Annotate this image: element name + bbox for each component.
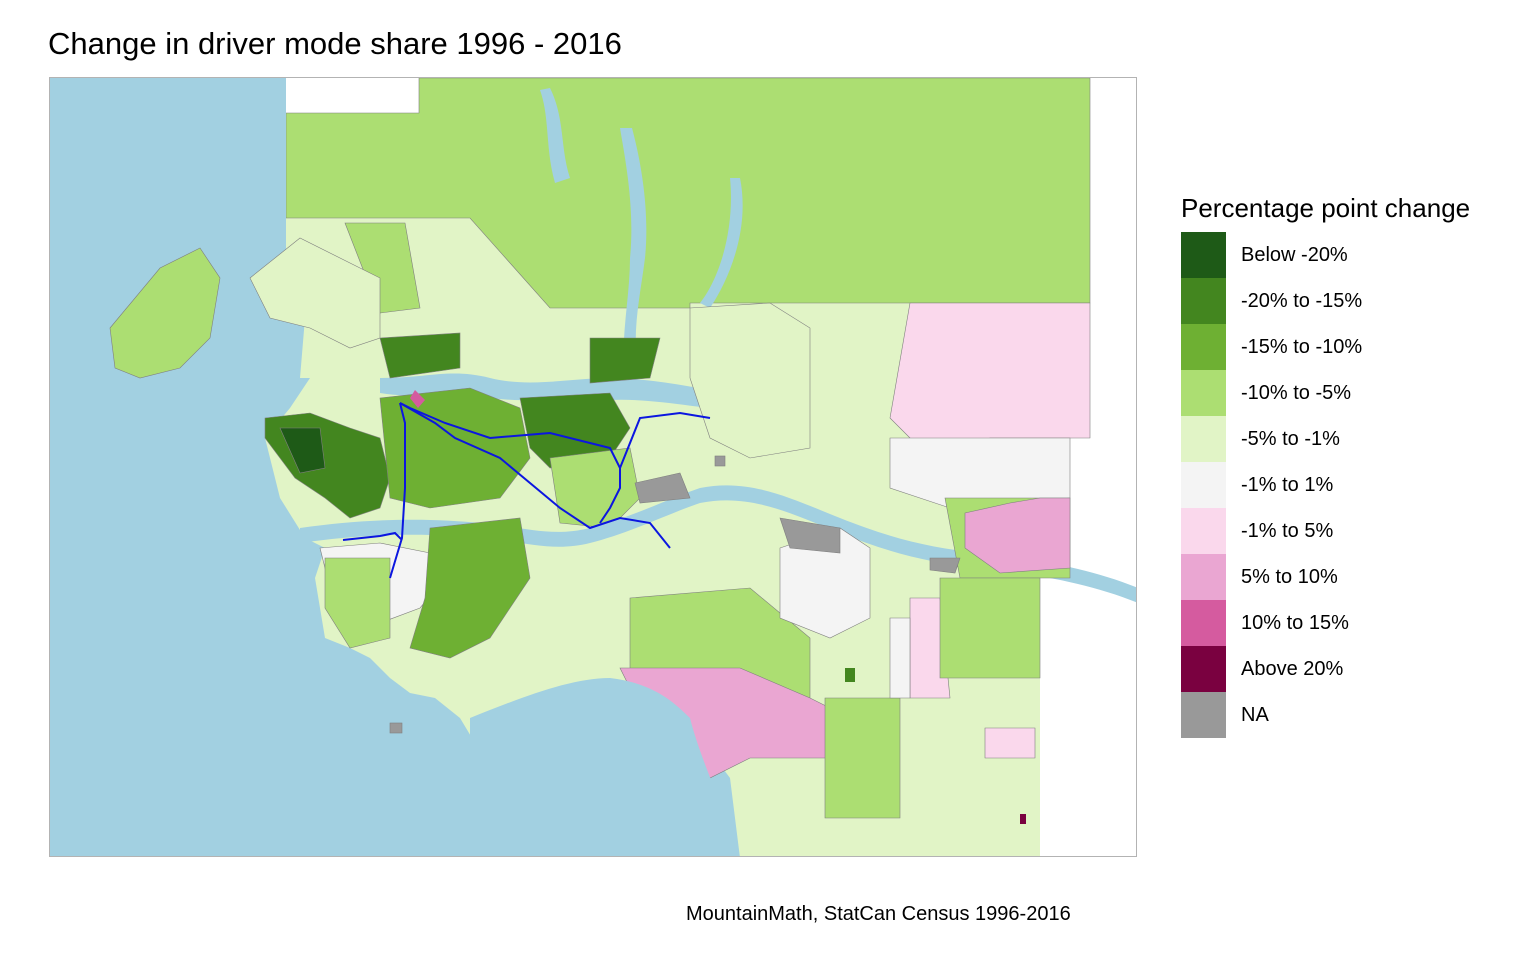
water-pitt-lake bbox=[700, 178, 743, 308]
choropleth-map bbox=[50, 78, 1136, 856]
legend-swatch bbox=[1181, 554, 1226, 600]
region-coquitlam bbox=[689, 302, 811, 459]
region-deep-cove bbox=[589, 337, 661, 384]
region-langley-green bbox=[824, 697, 901, 819]
legend-swatch bbox=[1181, 462, 1226, 508]
legend-label: Below -20% bbox=[1241, 243, 1348, 266]
legend-label: -10% to -5% bbox=[1241, 381, 1352, 404]
region-aldergrove-pink bbox=[984, 727, 1036, 759]
legend-item: 5% to 10% bbox=[1181, 554, 1470, 600]
water-indian-arm bbox=[620, 128, 647, 378]
legend-swatch bbox=[1181, 370, 1226, 416]
legend-swatch bbox=[1181, 646, 1226, 692]
legend-item: -1% to 5% bbox=[1181, 508, 1470, 554]
legend-item: Above 20% bbox=[1181, 646, 1470, 692]
north-shore-region bbox=[285, 78, 1091, 309]
canada-line bbox=[389, 402, 406, 579]
region-small-green bbox=[845, 668, 855, 682]
legend-item: -1% to 1% bbox=[1181, 462, 1470, 508]
legend-swatch bbox=[1181, 508, 1226, 554]
legend-label: -1% to 1% bbox=[1241, 473, 1334, 496]
bowen-island bbox=[109, 247, 221, 379]
legend-rows: Below -20% -20% to -15% -15% to -10% -10% t… bbox=[1181, 232, 1470, 738]
region-point-grey bbox=[279, 427, 326, 474]
map-title: Change in driver mode share 1996 - 2016 bbox=[48, 26, 622, 61]
evergreen-line bbox=[619, 411, 711, 469]
legend-label: 10% to 15% bbox=[1241, 611, 1349, 634]
legend-label: -1% to 5% bbox=[1241, 519, 1334, 542]
legend-swatch bbox=[1181, 278, 1226, 324]
region-richmond bbox=[409, 517, 531, 659]
legend-label: Above 20% bbox=[1241, 657, 1344, 680]
legend-item: 10% to 15% bbox=[1181, 600, 1470, 646]
region-north-van bbox=[379, 332, 461, 379]
legend-item: -10% to -5% bbox=[1181, 370, 1470, 416]
skytrain-lines bbox=[342, 402, 711, 579]
region-vancouver-east bbox=[379, 387, 531, 509]
legend-label: -20% to -15% bbox=[1241, 289, 1363, 312]
legend-swatch bbox=[1181, 232, 1226, 278]
water-north-lake bbox=[540, 88, 570, 183]
water-boundary-bay bbox=[470, 678, 740, 856]
region-10-15 bbox=[410, 390, 425, 408]
legend-swatch bbox=[1181, 324, 1226, 370]
legend-label: -15% to -10% bbox=[1241, 335, 1363, 358]
legend-item: -15% to -10% bbox=[1181, 324, 1470, 370]
legend-label: 5% to 10% bbox=[1241, 565, 1338, 588]
na-area-4 bbox=[389, 722, 403, 734]
region-maple-ridge-pink bbox=[964, 497, 1071, 574]
legend-item: -5% to -1% bbox=[1181, 416, 1470, 462]
region-burnaby-south bbox=[549, 447, 641, 529]
na-area-1 bbox=[634, 472, 691, 504]
millennium-line bbox=[399, 402, 621, 524]
region-langley-white bbox=[889, 617, 911, 699]
above-20-area bbox=[1020, 814, 1026, 824]
region-langley-east bbox=[939, 577, 1041, 679]
water-strait-georgia bbox=[50, 378, 740, 856]
no-data-land-north bbox=[274, 78, 419, 113]
legend-item: NA bbox=[1181, 692, 1470, 738]
legend-swatch bbox=[1181, 600, 1226, 646]
no-data-land-east bbox=[274, 78, 1136, 856]
canada-line-branch bbox=[342, 531, 403, 541]
legend-swatch bbox=[1181, 416, 1226, 462]
water-burrard-inlet bbox=[380, 373, 750, 413]
map-panel[interactable] bbox=[49, 77, 1137, 857]
legend-label: -5% to -1% bbox=[1241, 427, 1340, 450]
region-richmond-west bbox=[324, 557, 391, 649]
legend-swatch bbox=[1181, 692, 1226, 738]
na-area-2 bbox=[779, 517, 841, 554]
legend-item: Below -20% bbox=[1181, 232, 1470, 278]
legend-item: -20% to -15% bbox=[1181, 278, 1470, 324]
expo-line bbox=[399, 402, 671, 549]
legend-title: Percentage point change bbox=[1181, 193, 1471, 223]
source-caption: MountainMath, StatCan Census 1996-2016 bbox=[686, 903, 1071, 925]
west-vancouver bbox=[249, 237, 381, 349]
na-area-5 bbox=[714, 455, 726, 467]
legend-label: NA bbox=[1241, 703, 1269, 726]
na-area-3 bbox=[929, 557, 961, 574]
region-pitt-meadows-pink bbox=[889, 302, 1091, 459]
legend: Percentage point change Below -20% -20% t… bbox=[1181, 193, 1470, 738]
